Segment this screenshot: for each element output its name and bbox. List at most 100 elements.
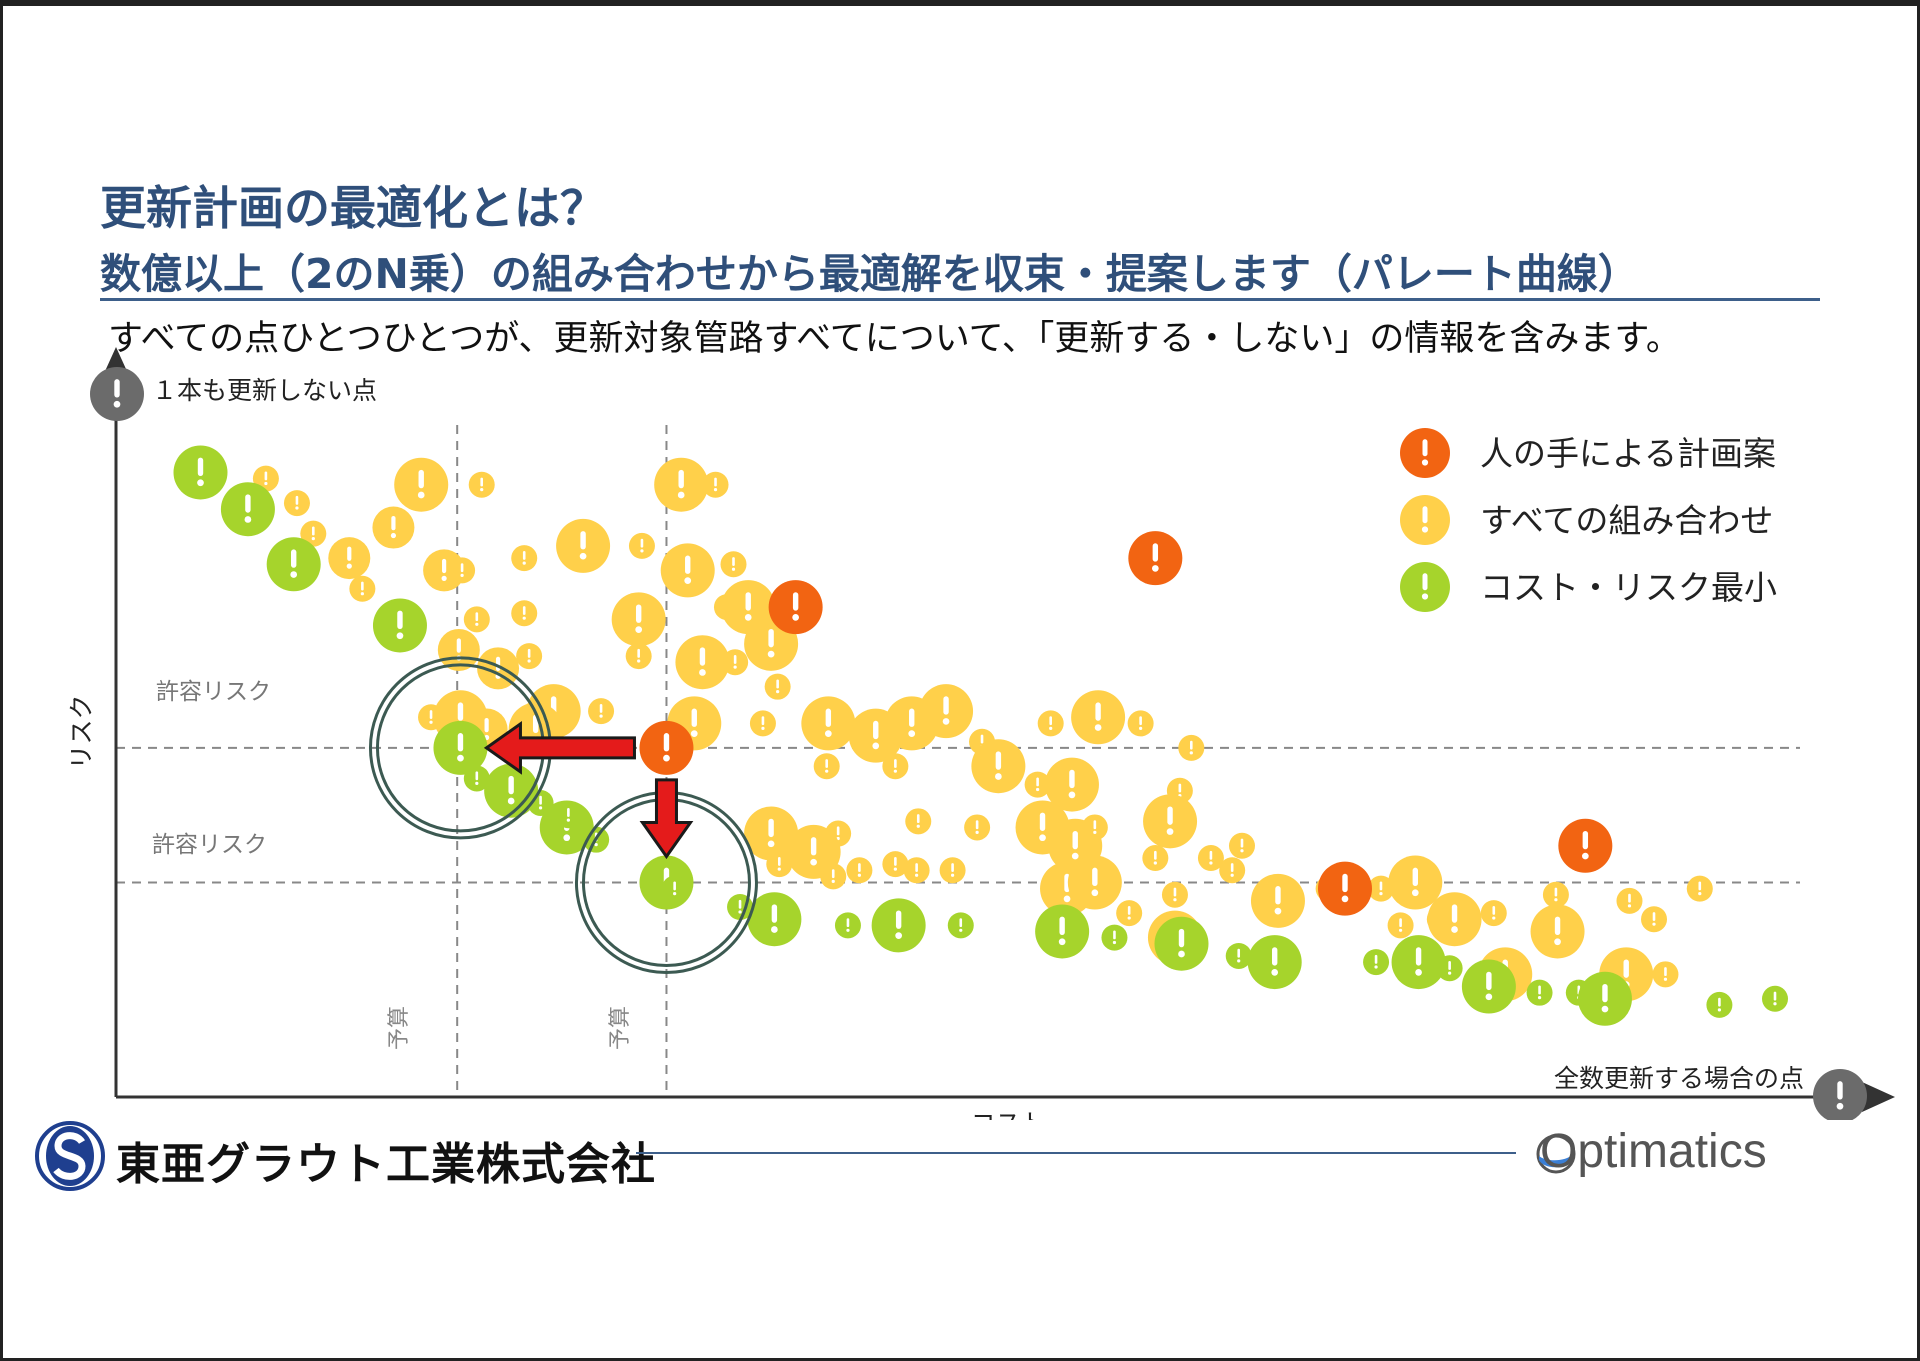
budget-label-1: 予算 <box>387 1006 412 1050</box>
all-combination-point <box>846 857 873 884</box>
optimal-point <box>1391 935 1446 990</box>
legend-optimal-label: コスト・リスク最小 <box>1480 568 1777 607</box>
all-combination-point <box>1652 961 1679 988</box>
all-combination-point <box>449 557 476 584</box>
all-combination-point <box>675 635 730 690</box>
optimal-point <box>484 763 539 818</box>
optimal-point <box>433 720 488 775</box>
company-name: 東亜グラウト工業株式会社 <box>116 1139 656 1190</box>
optimal-point <box>1154 916 1209 971</box>
brand-name: Optimatics <box>1540 1125 1767 1178</box>
all-combination-point <box>801 696 856 751</box>
highlight-overlay <box>368 656 758 975</box>
all-combination-point <box>628 532 655 559</box>
all-combination-point <box>882 753 909 780</box>
all-combination-point <box>720 551 747 578</box>
scatter-points <box>173 445 1788 1026</box>
all-combination-point <box>283 490 310 517</box>
axes <box>101 347 1895 1112</box>
all-combination-point <box>418 704 445 731</box>
window-right-border <box>1917 0 1920 1361</box>
all-combination-point <box>328 537 371 580</box>
all-combination-point <box>813 753 840 780</box>
origin-point-marker <box>90 367 144 421</box>
all-combination-point <box>1530 904 1585 959</box>
all-combination-point <box>744 806 799 861</box>
all-combination-point <box>511 545 538 572</box>
all-combination-point <box>882 851 909 878</box>
all-combination-point <box>300 520 327 547</box>
all-combination-point <box>971 739 1026 794</box>
legend-manual-plan-marker <box>1400 428 1450 478</box>
all-combination-point <box>820 863 847 890</box>
optimal-point <box>463 765 490 792</box>
optimal-point <box>1526 979 1553 1006</box>
legend-all-combinations-label: すべての組み合わせ <box>1480 501 1773 540</box>
all-combination-point <box>1044 757 1099 812</box>
axis-end-markers <box>90 367 1867 1120</box>
all-combination-point <box>1197 845 1224 872</box>
optimal-point <box>1461 959 1516 1014</box>
all-combination-point <box>721 580 776 635</box>
risk-tolerance-label-1: 許容リスク <box>156 679 271 705</box>
footer-divider <box>636 1152 1516 1154</box>
all-combination-point <box>349 575 376 602</box>
x-axis-label: コスト <box>970 1109 1045 1120</box>
all-combination-point <box>1367 875 1394 902</box>
title-divider <box>100 298 1820 301</box>
all-combination-point <box>463 606 490 633</box>
company-logo-icon <box>35 1121 105 1191</box>
all-combination-point <box>588 698 615 725</box>
legend-optimal: コスト・リスク最小 <box>1400 562 1777 612</box>
optimal-point <box>220 482 275 537</box>
brand-logo-icon <box>1536 1134 1576 1174</box>
all-combination-point <box>1178 734 1205 761</box>
all-combination-point <box>1219 857 1246 884</box>
plan-arrow-2 <box>639 778 694 860</box>
optimal-point <box>947 912 974 939</box>
optimal-point <box>1363 949 1390 976</box>
optimal-point <box>555 802 582 829</box>
manual-plan-point <box>639 720 694 775</box>
optimal-point <box>1762 985 1788 1012</box>
manual-plan-point <box>1558 818 1613 873</box>
manual-plan-point <box>1317 861 1372 916</box>
all-combination-point <box>1142 845 1169 872</box>
y-axis-label: リスク <box>67 694 96 769</box>
all-combination-point <box>611 592 666 647</box>
all-combination-point <box>1616 887 1643 914</box>
manual-plan-point <box>768 580 823 635</box>
all-combination-point <box>1388 855 1443 910</box>
optimal-point <box>871 898 926 953</box>
all-combination-point <box>903 857 930 884</box>
all-combination-point <box>1686 875 1713 902</box>
optimal-point <box>1225 942 1252 969</box>
optimal-point <box>1706 991 1733 1018</box>
risk-tolerance-label-2: 許容リスク <box>152 832 267 858</box>
optimal-point <box>1436 955 1463 982</box>
all-combination-point <box>511 600 538 627</box>
optimal-point <box>661 875 688 902</box>
all-combination-point <box>1024 771 1051 798</box>
all-combination-point <box>1143 794 1198 849</box>
legend-all-combinations-marker <box>1400 495 1450 545</box>
chart-labels: リスク コスト １本も更新しない点 全数更新する場合の点 許容リスク 許容リスク… <box>67 376 1804 1120</box>
all-combination-point <box>1542 881 1569 908</box>
window-left-border <box>0 0 3 1361</box>
all-combination-point <box>1228 832 1255 859</box>
optimal-point <box>173 445 228 500</box>
optimal-point <box>1035 904 1090 959</box>
all-combination-point <box>1161 881 1188 908</box>
budget-label-2: 予算 <box>608 1006 633 1050</box>
end-point-marker <box>1813 1069 1867 1120</box>
all-combination-point <box>394 457 449 512</box>
optimal-point <box>1247 935 1302 990</box>
page-description: すべての点ひとつひとつが、更新対象管路すべてについて、「更新する・しない」の情報… <box>108 319 1681 359</box>
all-combination-point <box>766 851 793 878</box>
plan-arrow-1 <box>483 720 636 775</box>
legend-all-combinations: すべての組み合わせ <box>1400 495 1773 545</box>
all-combination-point <box>516 643 543 670</box>
optimal-point <box>747 892 802 947</box>
all-combination-point <box>1081 814 1108 841</box>
all-combination-point <box>1427 892 1482 947</box>
